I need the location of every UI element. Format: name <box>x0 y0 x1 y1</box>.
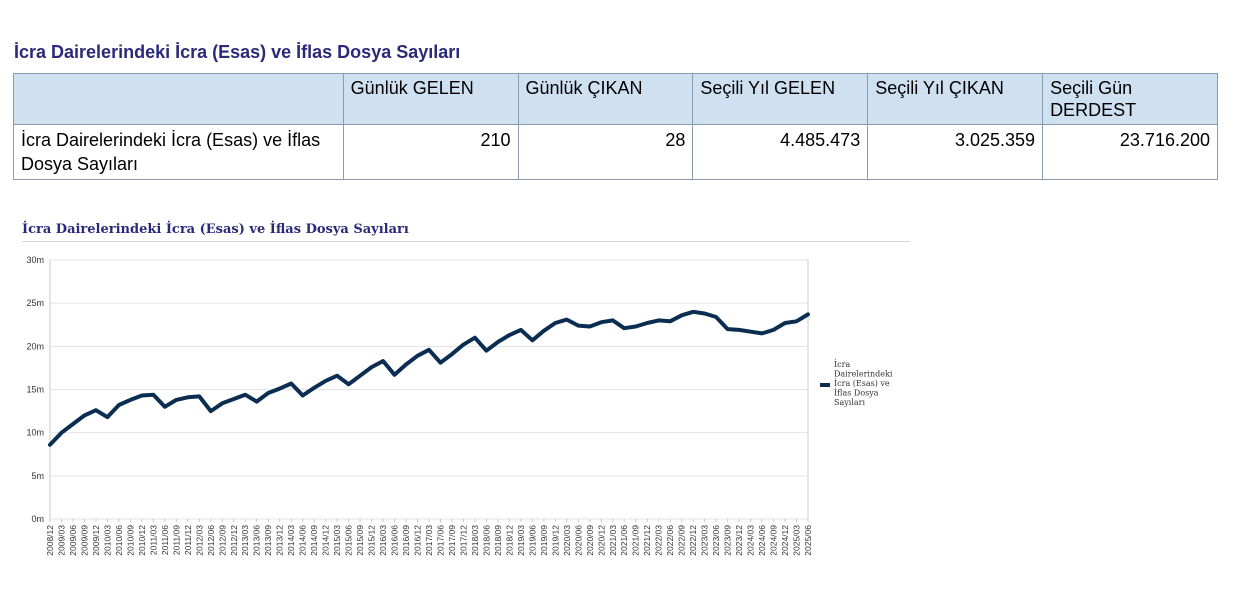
line-chart: 0m 5m 10m 15m 20m 25m 30m 2008/12 2009/03 2009/06… <box>26 255 893 556</box>
x-tick-label: 2009/06 <box>68 525 78 556</box>
x-tick-label: 2022/06 <box>665 525 675 556</box>
x-tick-label: 2012/12 <box>229 525 239 556</box>
x-tick-label: 2013/03 <box>240 525 250 556</box>
x-tick-label: 2023/12 <box>734 525 744 556</box>
x-tick-label: 2024/06 <box>757 525 767 556</box>
x-tick-label: 2023/09 <box>723 525 733 556</box>
x-tick-label: 2014/12 <box>321 525 331 556</box>
x-tick-label: 2017/06 <box>435 525 445 556</box>
x-tick-label: 2023/06 <box>711 525 721 556</box>
chart-title: İcra Dairelerindeki İcra (Esas) ve İflas… <box>22 222 409 237</box>
x-tick-label: 2025/03 <box>792 525 802 556</box>
x-tick-label: 2018/09 <box>493 525 503 556</box>
header-empty-cell <box>13 73 344 125</box>
x-tick-label: 2019/03 <box>516 525 526 556</box>
x-tick-label: 2019/12 <box>550 525 560 556</box>
chart-title-divider <box>22 241 910 242</box>
x-tick-label: 2022/03 <box>654 525 664 556</box>
x-tick-label: 2021/03 <box>608 525 618 556</box>
x-tick-label: 2015/06 <box>344 525 354 556</box>
x-tick-label: 2011/09 <box>171 525 181 555</box>
x-tick-label: 2013/12 <box>275 525 285 556</box>
x-tick-label: 2017/03 <box>424 525 434 556</box>
y-tick-label: 5m <box>31 471 44 481</box>
x-tick-label: 2024/09 <box>769 525 779 556</box>
x-tick-label: 2016/03 <box>378 525 388 556</box>
x-tick-label: 2021/12 <box>642 525 652 556</box>
x-tick-label: 2016/12 <box>413 525 423 556</box>
x-tick-label: 2024/03 <box>746 525 756 556</box>
x-tick-label: 2009/09 <box>79 525 89 556</box>
header-secili-yil-gelen: Seçili Yıl GELEN <box>692 73 869 125</box>
x-tick-label: 2009/03 <box>56 525 66 556</box>
page-title: İcra Dairelerindeki İcra (Esas) ve İflas… <box>14 42 461 62</box>
x-tick-label: 2013/06 <box>252 525 262 556</box>
x-tick-label: 2014/03 <box>286 525 296 556</box>
value-gunluk-cikan: 28 <box>517 124 694 180</box>
x-tick-label: 2019/06 <box>527 525 537 556</box>
x-tick-label: 2023/03 <box>700 525 710 556</box>
y-tick-label: 25m <box>26 298 44 308</box>
x-tick-label: 2011/06 <box>160 525 170 555</box>
x-tick-label: 2018/12 <box>504 525 514 556</box>
x-tick-label: 2019/09 <box>539 525 549 556</box>
value-secili-gun-derdest: 23.716.200 <box>1042 124 1218 180</box>
x-tick-label: 2012/09 <box>217 525 227 556</box>
x-tick-label: 2025/06 <box>803 525 813 556</box>
x-tick-label: 2020/03 <box>562 525 572 556</box>
x-tick-label: 2010/06 <box>114 525 124 556</box>
header-secili-gun-derdest: Seçili Gün DERDEST <box>1042 73 1218 125</box>
value-secili-yil-cikan: 3.025.359 <box>867 124 1044 180</box>
x-tick-label: 2021/09 <box>631 525 641 556</box>
legend-label: İcra Dairelerindeki İcra (Esas) ve İflas Do… <box>834 360 893 407</box>
x-tick-label: 2024/12 <box>780 525 790 556</box>
value-gunluk-gelen: 210 <box>342 124 519 180</box>
x-tick-label: 2020/12 <box>596 525 606 556</box>
table-row: İcra Dairelerindeki İcra (Esas) ve İflas… <box>13 124 1218 180</box>
x-tick-label: 2016/09 <box>401 525 411 556</box>
x-tick-label: 2020/06 <box>573 525 583 556</box>
x-tick-label: 2011/03 <box>148 525 158 555</box>
summary-table: Günlük GELEN Günlük ÇIKAN Seçili Yıl GEL… <box>13 73 1218 180</box>
x-tick-label: 2017/09 <box>447 525 457 556</box>
x-tick-label: 2012/03 <box>194 525 204 556</box>
x-tick-label: 2018/03 <box>470 525 480 556</box>
x-tick-label: 2021/06 <box>619 525 629 556</box>
x-tick-label: 2018/06 <box>481 525 491 556</box>
x-tick-label: 2012/06 <box>206 525 216 556</box>
x-tick-label: 2017/12 <box>458 525 468 556</box>
x-tick-label: 2011/12 <box>183 525 193 555</box>
x-tick-label: 2015/09 <box>355 525 365 556</box>
table-header-row: Günlük GELEN Günlük ÇIKAN Seçili Yıl GEL… <box>13 73 1218 125</box>
x-tick-label: 2020/09 <box>585 525 595 556</box>
y-tick-label: 20m <box>26 341 44 351</box>
row-label: İcra Dairelerindeki İcra (Esas) ve İflas… <box>13 124 344 180</box>
x-tick-label: 2010/09 <box>125 525 135 556</box>
y-tick-label: 15m <box>26 385 44 395</box>
header-gunluk-cikan: Günlük ÇIKAN <box>517 73 694 125</box>
x-tick-label: 2016/06 <box>390 525 400 556</box>
x-tick-label: 2014/09 <box>309 525 319 556</box>
series-line <box>48 309 810 447</box>
x-tick-label: 2015/12 <box>367 525 377 556</box>
y-tick-label: 30m <box>26 255 44 265</box>
x-tick-label: 2008/12 <box>45 525 55 556</box>
x-tick-label: 2013/09 <box>263 525 273 556</box>
x-tick-label: 2022/09 <box>677 525 687 556</box>
x-tick-label: 2010/12 <box>137 525 147 556</box>
x-tick-label: 2010/03 <box>102 525 112 556</box>
x-tick-label: 2022/12 <box>688 525 698 556</box>
y-tick-label: 10m <box>26 428 44 438</box>
value-secili-yil-gelen: 4.485.473 <box>692 124 869 180</box>
header-secili-yil-cikan: Seçili Yıl ÇIKAN <box>867 73 1044 125</box>
x-tick-label: 2015/03 <box>332 525 342 556</box>
y-tick-label: 0m <box>31 514 44 524</box>
x-tick-label: 2009/12 <box>91 525 101 556</box>
header-gunluk-gelen: Günlük GELEN <box>342 73 519 125</box>
x-tick-label: 2014/06 <box>298 525 308 556</box>
